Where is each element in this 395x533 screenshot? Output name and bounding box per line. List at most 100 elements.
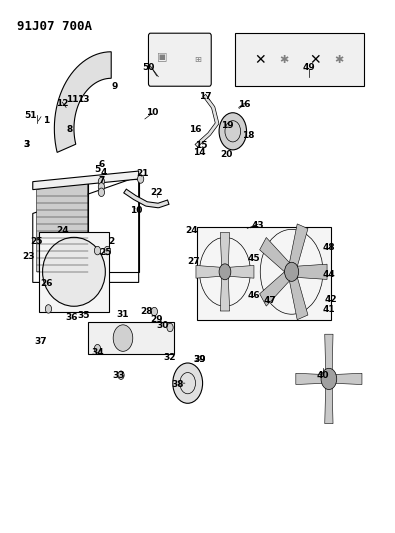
Text: 7: 7 <box>98 175 105 184</box>
Text: 10: 10 <box>130 206 143 215</box>
Text: 3: 3 <box>24 140 30 149</box>
FancyBboxPatch shape <box>149 33 211 86</box>
Polygon shape <box>325 334 333 378</box>
Circle shape <box>219 264 231 280</box>
Text: 4: 4 <box>100 168 107 177</box>
Text: 44: 44 <box>323 270 335 279</box>
Text: 12: 12 <box>56 99 68 108</box>
Text: ✱: ✱ <box>334 55 343 64</box>
Text: 8: 8 <box>67 125 73 134</box>
Text: 13: 13 <box>77 95 90 104</box>
Text: ✕: ✕ <box>254 53 266 67</box>
Text: 39: 39 <box>193 355 206 364</box>
Text: 40: 40 <box>317 370 329 379</box>
Text: 33: 33 <box>113 370 125 379</box>
Text: 46: 46 <box>248 291 261 300</box>
Text: ▣: ▣ <box>157 52 167 62</box>
Polygon shape <box>196 265 225 278</box>
Text: 48: 48 <box>323 243 335 252</box>
Circle shape <box>94 246 101 255</box>
Text: 24: 24 <box>56 226 68 235</box>
Polygon shape <box>225 265 254 278</box>
Text: 21: 21 <box>136 169 149 178</box>
Polygon shape <box>260 238 294 276</box>
FancyBboxPatch shape <box>235 33 364 86</box>
Polygon shape <box>220 272 229 311</box>
Text: 31: 31 <box>117 310 129 319</box>
Circle shape <box>321 368 337 390</box>
Text: 1: 1 <box>43 116 50 125</box>
Polygon shape <box>220 232 229 271</box>
Text: 50: 50 <box>142 63 155 72</box>
Text: 35: 35 <box>77 311 90 320</box>
Text: 20: 20 <box>221 150 233 159</box>
Text: 17: 17 <box>199 92 212 101</box>
Ellipse shape <box>43 237 105 306</box>
Text: 39: 39 <box>193 355 206 364</box>
Text: 15: 15 <box>195 141 208 150</box>
Text: 32: 32 <box>164 353 176 362</box>
Polygon shape <box>292 264 327 279</box>
Text: 3: 3 <box>24 140 30 149</box>
Text: 42: 42 <box>325 295 337 304</box>
Polygon shape <box>55 52 111 152</box>
Text: 25: 25 <box>30 237 43 246</box>
Circle shape <box>151 308 158 316</box>
Text: 10: 10 <box>146 108 158 117</box>
Text: 37: 37 <box>34 337 47 346</box>
Circle shape <box>137 175 144 183</box>
Polygon shape <box>198 227 331 319</box>
Text: 2: 2 <box>108 237 114 246</box>
Text: 36: 36 <box>66 313 78 322</box>
Text: 29: 29 <box>150 315 163 324</box>
Text: 26: 26 <box>40 279 53 288</box>
Text: 91J07 700A: 91J07 700A <box>17 20 92 33</box>
Text: 5: 5 <box>94 166 101 174</box>
Circle shape <box>94 344 101 353</box>
Polygon shape <box>37 179 88 272</box>
Text: 28: 28 <box>140 307 153 316</box>
Text: ✕: ✕ <box>309 53 321 67</box>
Text: 16: 16 <box>189 125 202 134</box>
Polygon shape <box>325 379 333 424</box>
Text: 25: 25 <box>99 248 111 257</box>
Text: ⊞: ⊞ <box>194 55 201 64</box>
Text: 18: 18 <box>242 131 255 140</box>
Circle shape <box>98 177 105 186</box>
Text: 23: 23 <box>22 253 34 262</box>
Text: 6: 6 <box>98 160 105 168</box>
Text: 38: 38 <box>172 379 184 389</box>
Circle shape <box>118 371 124 379</box>
Text: 27: 27 <box>187 257 200 265</box>
Circle shape <box>173 363 203 403</box>
Text: 34: 34 <box>91 348 104 357</box>
Text: 47: 47 <box>264 296 276 305</box>
Text: 22: 22 <box>150 188 163 197</box>
Text: ✱: ✱ <box>279 55 288 64</box>
Circle shape <box>45 305 52 313</box>
Polygon shape <box>88 322 174 354</box>
Text: 9: 9 <box>112 82 118 91</box>
Text: 19: 19 <box>220 121 233 130</box>
Text: 49: 49 <box>303 63 316 72</box>
Polygon shape <box>288 224 308 273</box>
Text: 51: 51 <box>24 111 37 120</box>
Polygon shape <box>329 373 362 384</box>
Polygon shape <box>296 373 329 384</box>
Text: 16: 16 <box>238 100 251 109</box>
Polygon shape <box>33 171 139 190</box>
Text: 14: 14 <box>193 148 206 157</box>
Polygon shape <box>260 268 294 306</box>
Text: 30: 30 <box>156 321 168 330</box>
Text: 41: 41 <box>323 305 335 314</box>
Text: 11: 11 <box>66 95 78 104</box>
Text: 24: 24 <box>185 226 198 235</box>
Circle shape <box>113 325 133 351</box>
Circle shape <box>98 188 105 197</box>
Circle shape <box>104 246 111 255</box>
Polygon shape <box>39 232 109 312</box>
Circle shape <box>284 262 299 281</box>
Circle shape <box>98 183 105 191</box>
Text: 43: 43 <box>252 221 265 230</box>
Circle shape <box>219 113 246 150</box>
